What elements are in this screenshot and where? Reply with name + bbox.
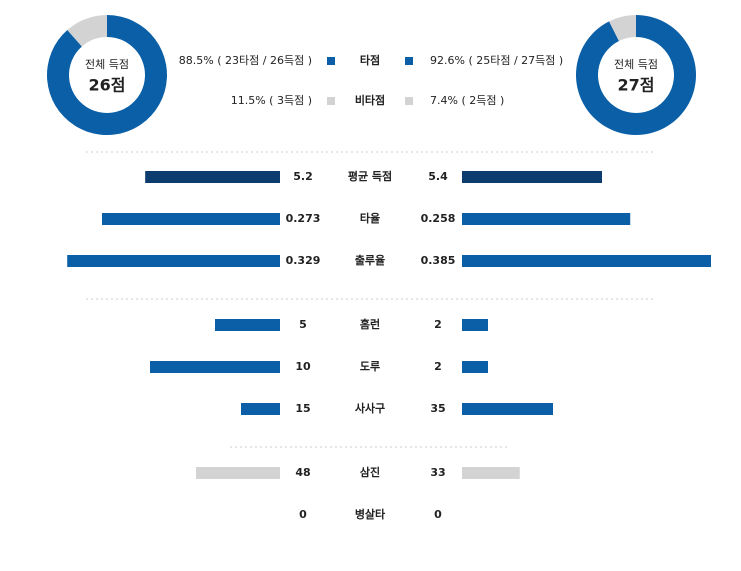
bar-right: [462, 213, 631, 225]
bar-right: [462, 255, 711, 267]
value-left: 0: [299, 508, 307, 521]
stat-name: 사사구: [355, 401, 385, 415]
bar-left: [150, 361, 280, 373]
bar-left: [241, 403, 280, 415]
bar-left: [196, 467, 280, 479]
donut-total: 27점: [618, 76, 655, 95]
value-left: 0.273: [286, 212, 321, 225]
bar-right: [462, 171, 602, 183]
legend-swatch: [327, 57, 335, 65]
donut-slice: [47, 15, 168, 135]
bar-left: [102, 213, 280, 225]
legend-left: 88.5% ( 23타점 / 26득점 ): [179, 54, 312, 67]
value-right: 35: [430, 402, 445, 415]
donut-total: 26점: [89, 76, 126, 95]
stat-name: 병살타: [355, 507, 386, 521]
bar-left: [145, 171, 280, 183]
legend-right: 92.6% ( 25타점 / 27득점 ): [430, 54, 563, 67]
stat-name: 평균 득점: [348, 169, 392, 183]
legend-swatch: [405, 57, 413, 65]
value-right: 0: [434, 508, 442, 521]
legend-name: 비타점: [355, 93, 385, 107]
stat-name: 도루: [360, 360, 380, 373]
value-left: 0.329: [286, 254, 321, 267]
value-left: 48: [295, 466, 310, 479]
value-right: 2: [434, 318, 442, 331]
bar-right: [462, 467, 520, 479]
donut-caption: 전체 득점: [85, 58, 129, 71]
value-left: 5.2: [293, 170, 313, 183]
stat-name: 삼진: [360, 465, 380, 479]
bar-right: [462, 361, 488, 373]
legend-swatch: [327, 97, 335, 105]
value-right: 33: [430, 466, 445, 479]
bar-right: [462, 403, 553, 415]
value-right: 2: [434, 360, 442, 373]
donut-slice: [576, 15, 697, 135]
bar-right: [462, 319, 488, 331]
stat-name: 출루율: [355, 253, 385, 267]
value-right: 5.4: [428, 170, 448, 183]
value-right: 0.258: [421, 212, 456, 225]
donut-slice: [67, 15, 107, 47]
bar-left: [67, 255, 280, 267]
value-left: 15: [295, 402, 310, 415]
donut-slice: [609, 15, 636, 42]
value-left: 5: [299, 318, 307, 331]
value-right: 0.385: [421, 254, 456, 267]
donut-caption: 전체 득점: [614, 58, 658, 71]
legend-right: 7.4% ( 2득점 ): [430, 94, 504, 107]
value-left: 10: [295, 360, 311, 373]
legend-name: 타점: [360, 53, 380, 67]
stat-name: 홈런: [360, 317, 380, 331]
legend-swatch: [405, 97, 413, 105]
bar-left: [215, 319, 280, 331]
stat-name: 타율: [360, 211, 380, 225]
legend-left: 11.5% ( 3득점 ): [231, 94, 312, 107]
